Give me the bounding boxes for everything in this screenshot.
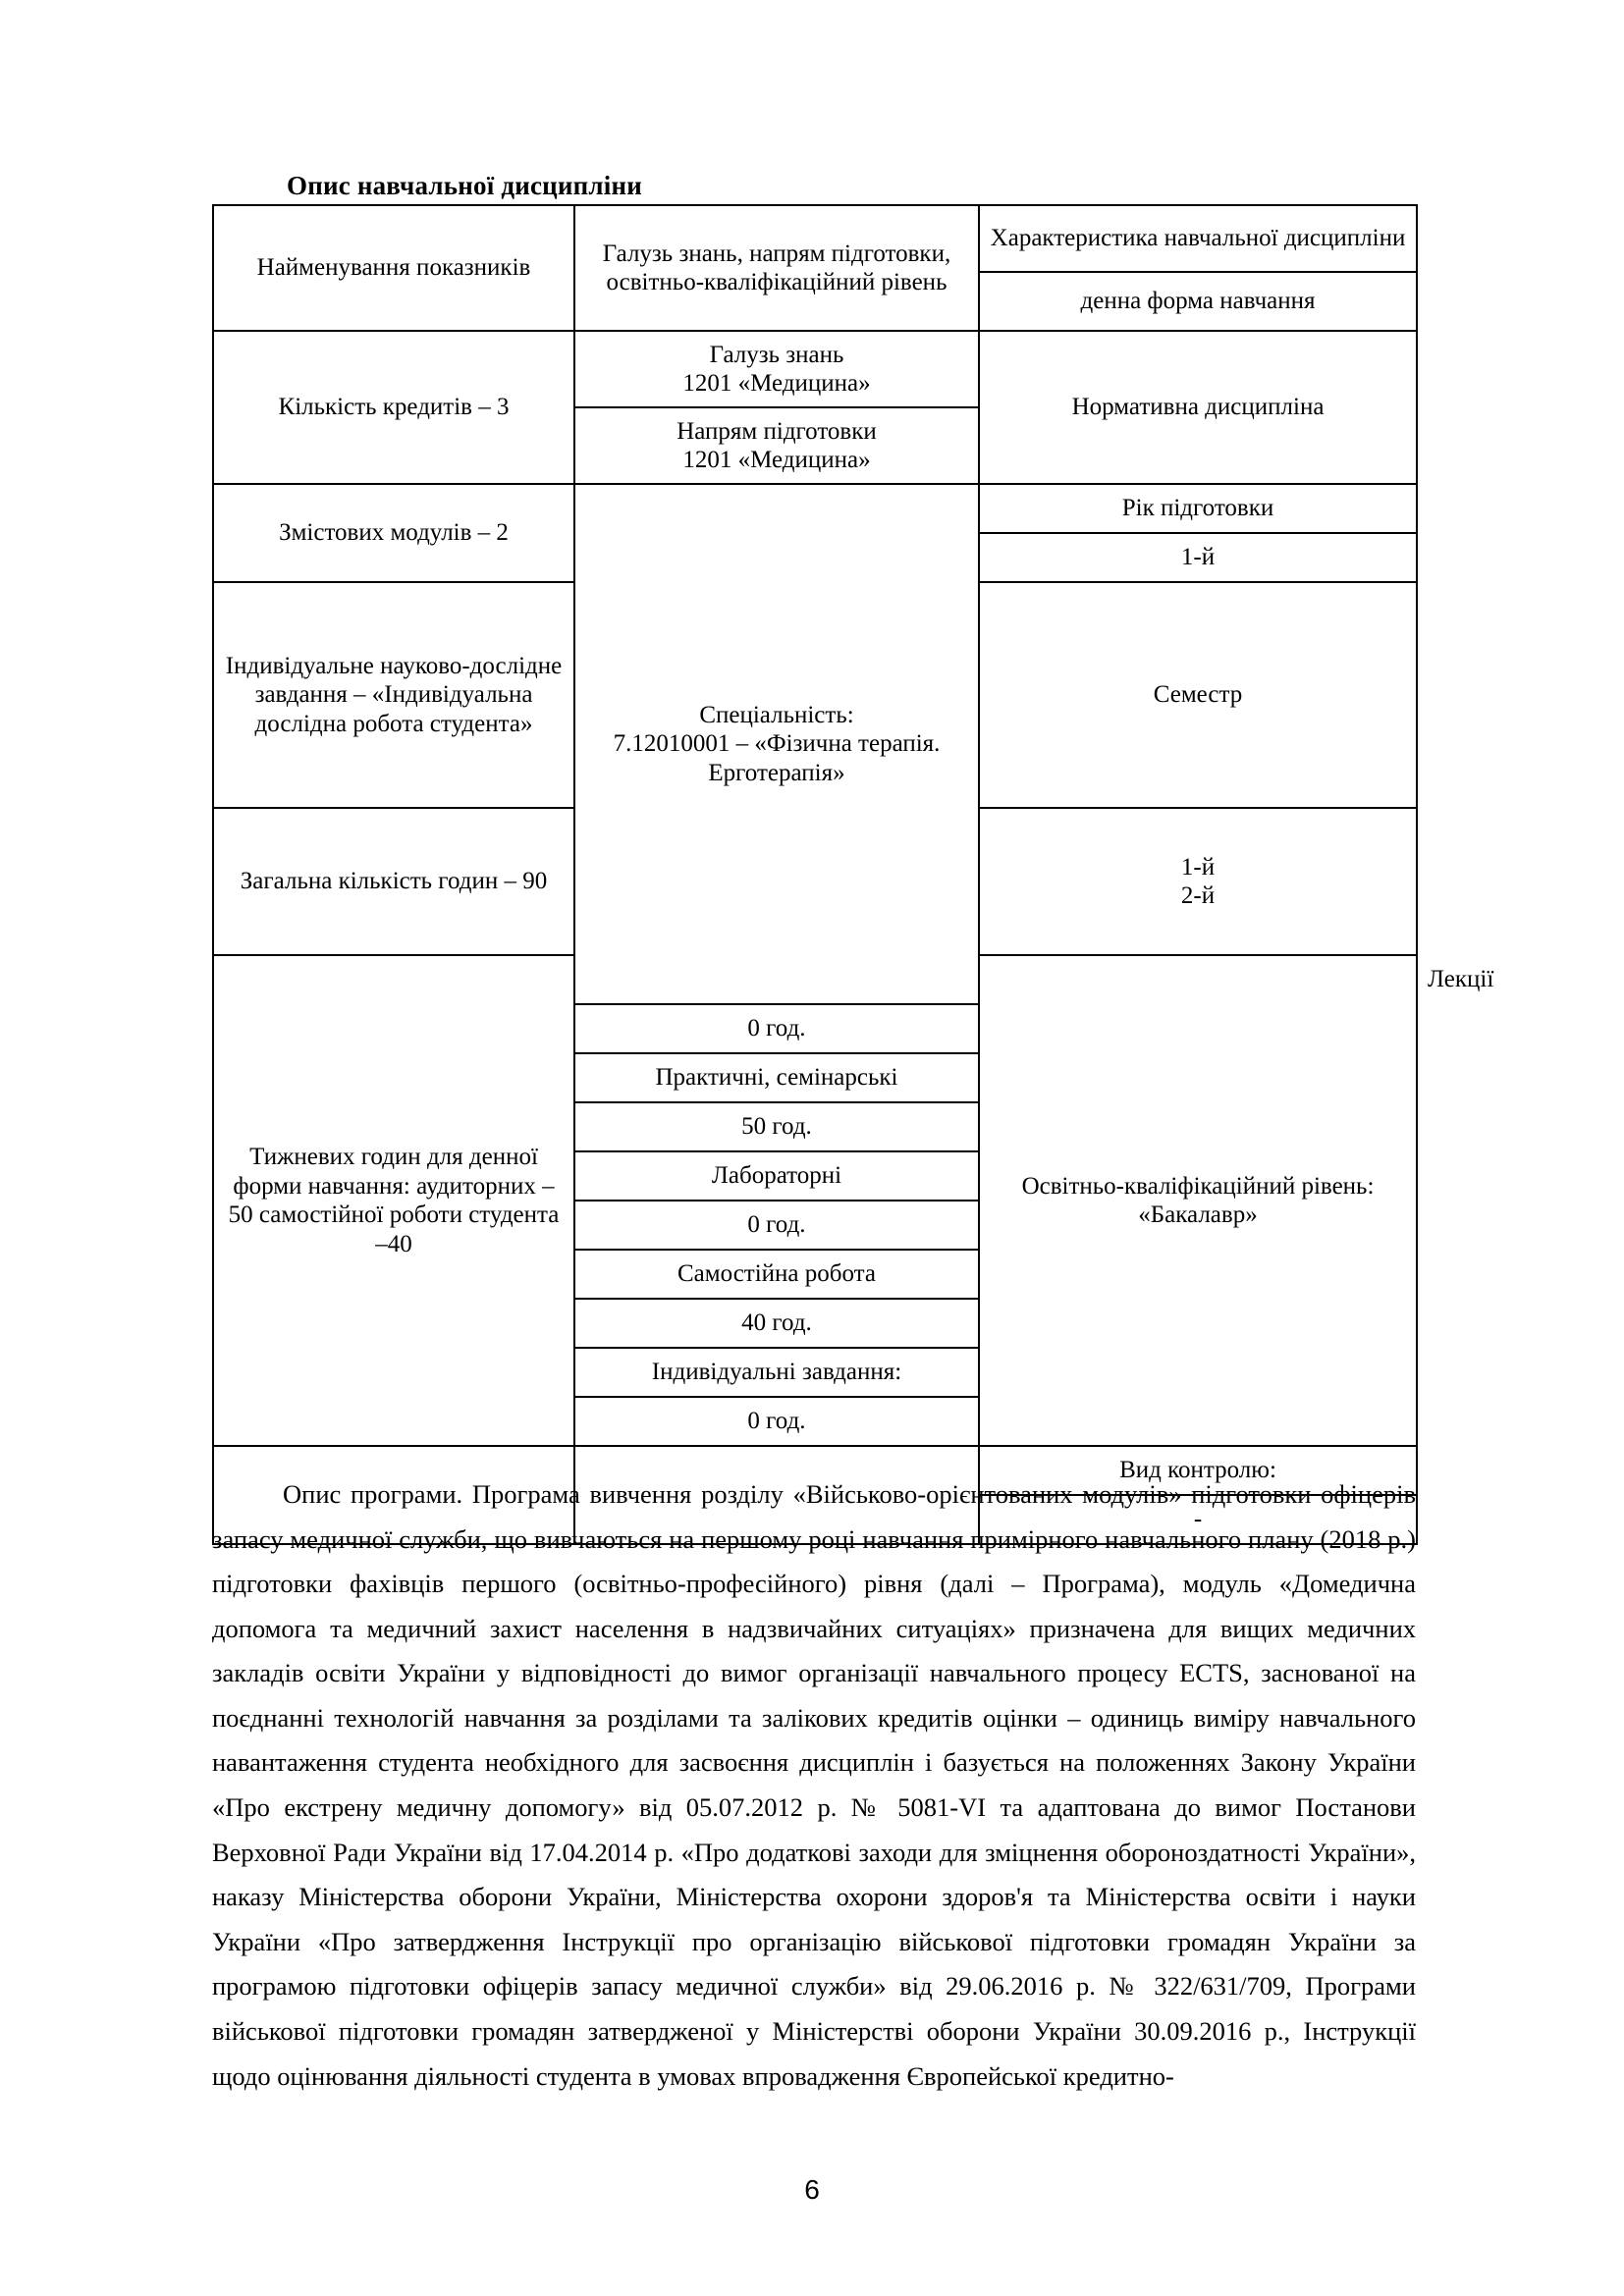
- cell-control-type-value: -: [978, 1494, 1418, 1545]
- cell-content-modules: Змістових модулів – 2: [212, 483, 575, 583]
- cell-laboratory-value: 0 год.: [573, 1200, 980, 1251]
- cell-weekly-hours: Тижневих годин для денної форми навчання…: [212, 954, 575, 1447]
- cell-semester-values: 1-й 2-й: [978, 807, 1418, 956]
- page-title: Опис навчальної дисципліни: [287, 171, 642, 200]
- cell-lectures-value: 0 год.: [573, 1003, 980, 1054]
- speciality-label: Спеціальність:: [699, 701, 854, 728]
- cell-practical-label: Практичні, семінарські: [573, 1052, 980, 1103]
- table-header-subrow: денна форма навчання: [213, 271, 1418, 332]
- field-of-knowledge-label: Галузь знань: [709, 341, 844, 368]
- table-row: Практичні, семінарські: [213, 1052, 1417, 1103]
- cell-total-hours: Загальна кількість годин – 90: [212, 807, 575, 956]
- table-row: Лабораторні: [213, 1150, 1417, 1201]
- header-cell-field: Галузь знань, напрям підготовки, освітнь…: [573, 204, 980, 332]
- cell-training-direction: Напрям підготовки 1201 «Медицина»: [573, 406, 980, 485]
- table-row: 1-й: [213, 532, 1418, 583]
- cell-field-of-knowledge: Галузь знань 1201 «Медицина»: [573, 330, 980, 408]
- training-direction-value: 1201 «Медицина»: [682, 447, 871, 473]
- cell-normative-discipline: Нормативна дисципліна: [978, 330, 1418, 485]
- qualification-level-text: Освітньо-кваліфікаційний рівень: «Бакала…: [1021, 1172, 1375, 1229]
- cell-independent-work-label: Самостійна робота: [573, 1249, 980, 1300]
- semester-value-first: 1-й: [1180, 853, 1216, 881]
- cell-laboratory-label: Лабораторні: [573, 1150, 980, 1201]
- table-row: 50 год.: [213, 1101, 1417, 1152]
- program-description-paragraph: Опис програми. Програма вивчення розділу…: [212, 1479, 1416, 2091]
- cell-credits-label: Кількість кредитів – 3: [212, 330, 575, 485]
- table-row: Кількість кредитів – 3 Галузь знань 1201…: [212, 330, 1418, 485]
- header-cell-characteristic: Характеристика навчальної дисципліни: [978, 204, 1418, 273]
- cell-semester-label: Семестр: [978, 581, 1418, 809]
- cell-control-type-label: Вид контролю:: [978, 1445, 1418, 1496]
- speciality-value: 7.12010001 – «Фізична терапія. Ерготерап…: [613, 730, 941, 786]
- table-row: Індивідуальні завдання:: [213, 1347, 1417, 1398]
- cell-individual-tasks-value: 0 год.: [573, 1396, 980, 1447]
- table-row: 0 год.: [213, 1396, 1417, 1447]
- table-header-row: Найменування показників Галузь знань, на…: [212, 204, 1418, 332]
- header-cell-daytime-form: денна форма навчання: [978, 271, 1418, 332]
- table-row: Загальна кількість годин – 90 1-й 2-й: [212, 807, 1418, 956]
- table-row: 40 год.: [213, 1298, 1417, 1349]
- cell-empty-left-bottom: [212, 1446, 575, 1545]
- table-row: Тижневих годин для денної форми навчання…: [212, 954, 1493, 1447]
- cell-individual-tasks-label: Індивідуальні завдання:: [573, 1347, 980, 1398]
- field-of-knowledge-value: 1201 «Медицина»: [682, 370, 871, 397]
- table-row: Індивідуальне науково-дослідне завдання …: [212, 581, 1418, 809]
- table-row: 0 год.: [213, 1003, 1417, 1054]
- table-row: -: [213, 1494, 1418, 1545]
- header-cell-indicators: Найменування показників: [212, 204, 575, 332]
- cell-year-of-study-label: Рік підготовки: [978, 483, 1418, 534]
- table-row: 0 год.: [213, 1200, 1417, 1251]
- cell-qualification-level: Освітньо-кваліфікаційний рівень: «Бакала…: [978, 954, 1418, 1447]
- table-row: Самостійна робота: [213, 1249, 1417, 1300]
- cell-speciality: Спеціальність: 7.12010001 – «Фізична тер…: [573, 483, 980, 1005]
- semester-value-second: 2-й: [1180, 882, 1216, 909]
- training-direction-label: Напрям підготовки: [677, 417, 877, 445]
- cell-practical-value: 50 год.: [573, 1101, 980, 1152]
- cell-empty-middle-bottom: [573, 1446, 980, 1545]
- cell-independent-work-value: 40 год.: [573, 1298, 980, 1349]
- page-number: 6: [804, 2174, 820, 2205]
- table-row: Напрям підготовки 1201 «Медицина»: [213, 406, 1417, 485]
- table-row: Вид контролю:: [212, 1445, 1418, 1545]
- cell-individual-task: Індивідуальне науково-дослідне завдання …: [212, 581, 575, 809]
- table-row: Змістових модулів – 2 Спеціальність: 7.1…: [212, 483, 1418, 1005]
- cell-year-of-study-value: 1-й: [978, 532, 1418, 583]
- course-description-table: Найменування показників Галузь знань, на…: [212, 204, 1493, 1545]
